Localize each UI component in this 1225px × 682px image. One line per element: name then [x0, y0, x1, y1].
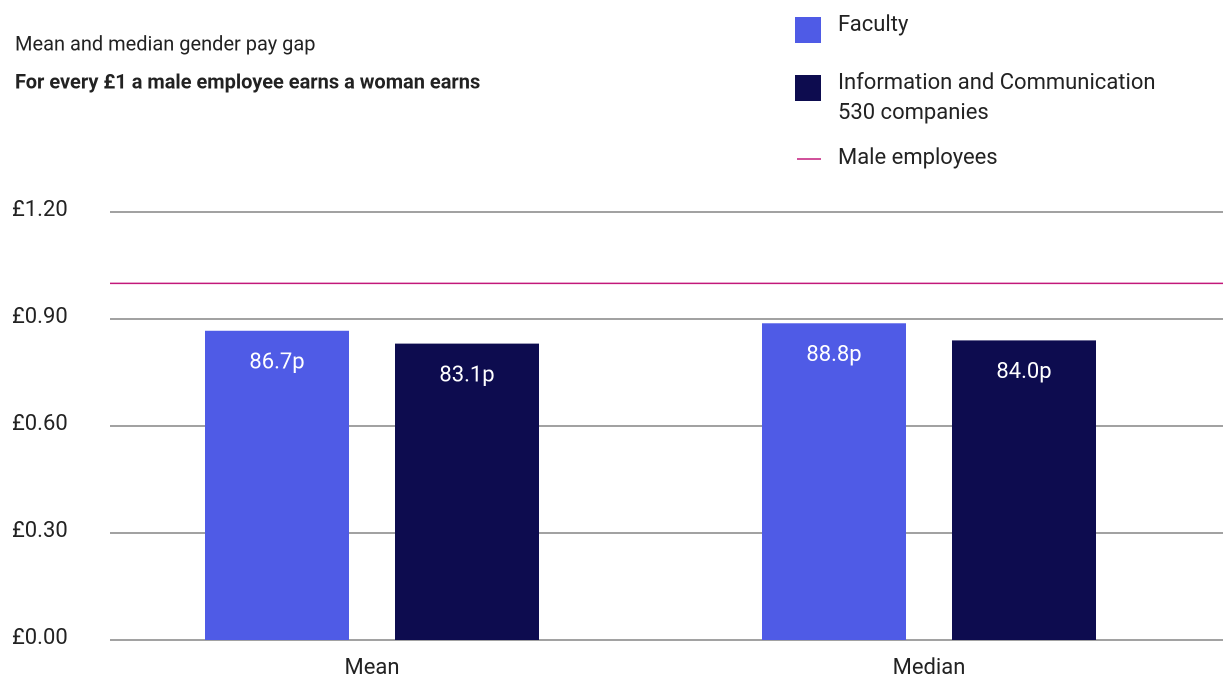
- bar: [762, 323, 906, 640]
- data-label: 88.8p: [806, 342, 861, 367]
- y-tick-label: £1.20: [12, 197, 68, 222]
- y-tick-label: £0.60: [12, 411, 68, 436]
- y-tick-label: £0.30: [12, 518, 68, 543]
- bar: [952, 340, 1096, 640]
- x-tick-label: Median: [893, 655, 966, 680]
- chart-title: Mean and median gender pay gap: [15, 31, 316, 55]
- legend-label: Information and Communication 530 compan…: [838, 70, 1156, 125]
- legend-swatch: [795, 75, 821, 101]
- legend-label: Faculty: [838, 12, 909, 37]
- x-tick-label: Mean: [345, 655, 400, 680]
- y-tick-label: £0.90: [12, 304, 68, 329]
- legend-label: Male employees: [838, 145, 998, 170]
- chart-subtitle: For every £1 a male employee earns a wom…: [15, 69, 480, 93]
- data-label: 84.0p: [996, 359, 1051, 384]
- bar: [205, 330, 349, 640]
- data-label: 83.1p: [439, 362, 494, 387]
- y-tick-label: £0.00: [12, 625, 68, 650]
- data-label: 86.7p: [249, 350, 304, 375]
- legend-swatch: [795, 17, 821, 43]
- bar: [395, 343, 539, 640]
